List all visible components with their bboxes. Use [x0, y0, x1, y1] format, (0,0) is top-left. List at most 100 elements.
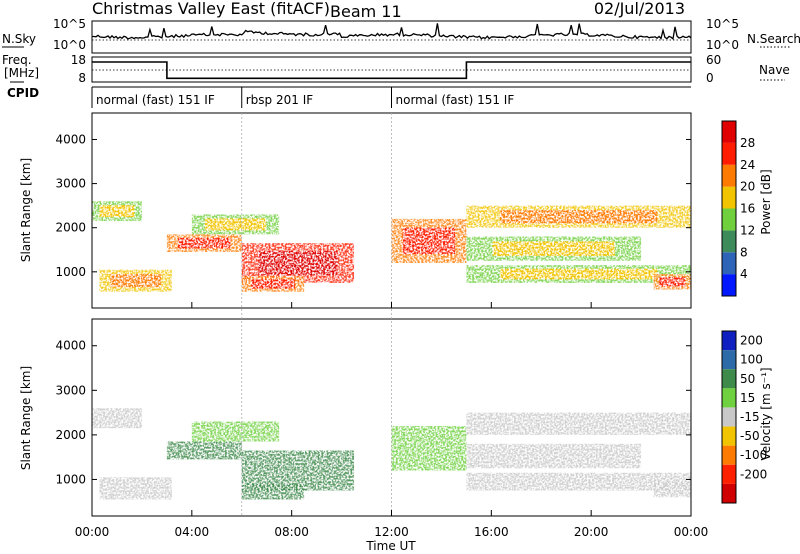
power-y-axis-label: Slant Range [km]	[19, 158, 33, 262]
heatmap-cell-core	[110, 274, 162, 288]
nsky-tick-top: 10^5	[53, 17, 86, 31]
power-colorbar-tick-label: 12	[740, 223, 755, 237]
power-colorbar-swatch	[722, 186, 736, 209]
time-axis: 00:00 04:00 08:00 12:00 16:00 20:00 00:00	[75, 302, 709, 539]
velocity-colorbar-swatch	[722, 369, 736, 389]
freq-panel-frame	[91, 56, 692, 83]
velocity-y-axis-label: Slant Range [km]	[19, 366, 33, 470]
x-tick-label: 08:00	[274, 525, 309, 539]
power-colorbar-tick-label: 24	[740, 158, 755, 172]
velocity-colorbar-swatch	[722, 483, 736, 503]
x-tick-label: 04:00	[175, 525, 210, 539]
velocity-colorbar-swatch	[722, 407, 736, 427]
power-colorbar-tick-label: 8	[740, 245, 748, 259]
frequency-line	[92, 61, 691, 80]
power-colorbar-tick-label: 4	[740, 267, 748, 281]
power-panel: 1000 2000 3000 4000 Slant Range [km]	[19, 112, 692, 309]
y-tick-label: 2000	[55, 221, 86, 235]
y-tick-label: 3000	[55, 177, 86, 191]
cpid-label: CPID	[7, 86, 39, 100]
y-tick-label: 3000	[55, 383, 86, 397]
velocity-colorbar-swatch	[722, 350, 736, 370]
power-colorbar: 4 8 12 16 20 24 28	[721, 120, 755, 297]
power-colorbar-swatch	[722, 142, 736, 165]
heatmap-cell	[241, 483, 305, 500]
heatmap-cell	[466, 472, 691, 491]
velocity-colorbar-swatch	[722, 331, 736, 351]
cpid-segment-label: normal (fast) 151 IF	[96, 93, 215, 107]
heatmap-cell-core	[251, 279, 295, 289]
freq-tick-top: 18	[71, 53, 86, 67]
power-colorbar-swatch	[722, 274, 736, 296]
cpid-segment-label: rbsp 201 IF	[246, 93, 313, 107]
heatmap-cell	[191, 421, 280, 442]
heatmap-cell-core	[99, 205, 135, 218]
power-colorbar-tick-label: 16	[740, 202, 755, 216]
velocity-colorbar-tick-label: 100	[740, 353, 763, 367]
x-axis-label: Time UT	[365, 539, 416, 553]
power-colorbar-swatch	[722, 164, 736, 187]
y-tick-label: 1000	[55, 472, 86, 486]
velocity-panel: 1000 2000 3000 4000 Slant Range [km]	[19, 318, 692, 517]
heatmap-cell-core	[178, 237, 231, 249]
heatmap-cell-core	[492, 241, 615, 256]
nave-tick-top: 60	[706, 53, 721, 67]
freq-label-line2: [MHz]	[4, 66, 39, 80]
power-colorbar-swatch	[722, 252, 736, 275]
freq-tick-bottom: 8	[78, 71, 86, 85]
velocity-colorbar-tick-label: 50	[740, 372, 755, 386]
cpid-boundary-lines	[241, 113, 392, 516]
heatmap-cell-core	[500, 268, 658, 280]
x-tick-label: 16:00	[474, 525, 509, 539]
y-tick-label: 4000	[55, 339, 86, 353]
y-tick-label: 2000	[55, 428, 86, 442]
velocity-colorbar-swatch	[722, 445, 736, 465]
heatmap-cell	[391, 425, 467, 471]
velocity-y-ticks: 1000 2000 3000 4000	[55, 339, 691, 486]
velocity-colorbar-tick-label: -200	[740, 467, 767, 481]
velocity-colorbar: 200 100 50 15 -15 -50 -100 -200	[721, 330, 767, 504]
beam-label: Beam 11	[330, 2, 402, 21]
y-tick-label: 1000	[55, 265, 86, 279]
cpid-segment-label: normal (fast) 151 IF	[396, 93, 515, 107]
x-tick-label: 12:00	[374, 525, 409, 539]
power-colorbar-label: Power [dB]	[759, 169, 773, 234]
x-tick-label: 00:00	[75, 525, 110, 539]
velocity-colorbar-swatch	[722, 464, 736, 484]
plot-title: Christmas Valley East (fitACF)	[92, 0, 330, 18]
nave-label: Nave	[759, 63, 790, 77]
heatmap-cell-core	[659, 277, 686, 287]
heatmap-cell	[92, 408, 142, 429]
y-tick-label: 4000	[55, 132, 86, 146]
nsky-panel-frame	[91, 20, 692, 54]
velocity-colorbar-frame	[721, 330, 737, 504]
nsky-tick-bottom: 10^0	[53, 38, 86, 52]
nave-tick-bottom: 0	[706, 71, 714, 85]
power-y-ticks: 1000 2000 3000 4000	[55, 132, 691, 279]
power-colorbar-swatch	[722, 208, 736, 231]
heatmap-cell	[166, 441, 242, 460]
velocity-colorbar-swatch	[722, 426, 736, 446]
power-colorbar-swatch	[722, 121, 736, 143]
heatmap-cell	[99, 477, 172, 500]
heatmap-cell-core	[258, 251, 338, 275]
velocity-colorbar-tick-label: 200	[740, 334, 763, 348]
nsearch-label: N.Search	[747, 32, 800, 46]
velocity-colorbar-tick-label: 15	[740, 391, 755, 405]
velocity-data-cells	[92, 408, 691, 500]
power-colorbar-tick-label: 28	[740, 136, 755, 150]
velocity-colorbar-tick-label: -50	[740, 429, 760, 443]
heatmap-cell	[653, 481, 691, 498]
power-colorbar-swatch	[722, 230, 736, 253]
x-tick-label: 00:00	[674, 525, 709, 539]
nsky-line	[92, 23, 692, 40]
nsearch-tick-bottom: 10^0	[706, 38, 739, 52]
velocity-colorbar-tick-label: -100	[740, 448, 767, 462]
power-colorbar-tick-label: 20	[740, 180, 755, 194]
nsearch-tick-top: 10^5	[706, 17, 739, 31]
nsky-label: N.Sky	[2, 32, 36, 46]
power-data-cells	[92, 201, 691, 292]
plot-date: 02/Jul/2013	[594, 0, 685, 18]
cpid-strip: normal (fast) 151 IF rbsp 201 IF normal (f…	[91, 86, 691, 108]
